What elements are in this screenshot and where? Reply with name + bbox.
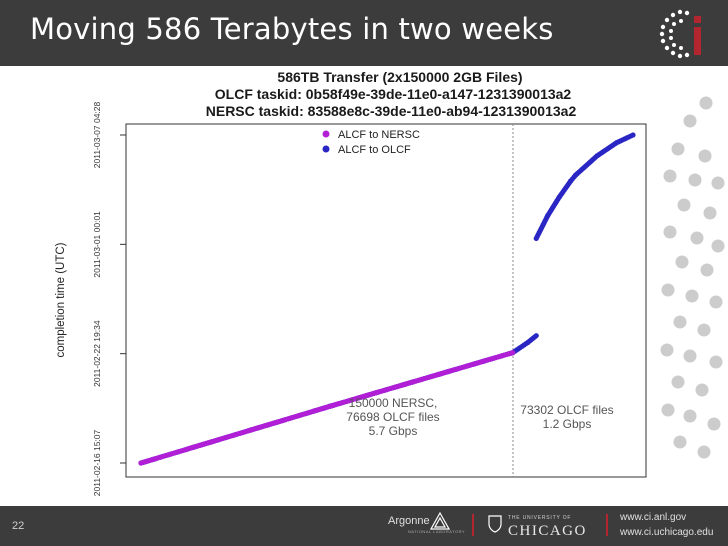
- decorative-dot: [709, 295, 723, 309]
- y-tick-label: 2011-03-07 04:28: [92, 101, 102, 168]
- decorative-dot: [697, 445, 711, 459]
- y-tick-label: 2011-03-01 00:01: [92, 211, 102, 278]
- decorative-dot: [661, 283, 675, 297]
- decorative-dot: [711, 239, 725, 253]
- annotation-left-line3: 5.7 Gbps: [369, 424, 418, 438]
- decorative-dot: [673, 435, 687, 449]
- decorative-dot: [671, 375, 685, 389]
- legend-label-nersc: ALCF to NERSC: [338, 129, 420, 141]
- data-point: [510, 350, 516, 356]
- ci-logo: [659, 9, 701, 59]
- argonne-triangle-icon: [430, 512, 450, 530]
- plot-area: 586TB Transfer (2x150000 2GB Files) OLCF…: [55, 69, 725, 496]
- decorative-dot: [690, 231, 704, 245]
- uchicago-shield-icon: [488, 515, 502, 533]
- legend: ALCF to NERSC ALCF to OLCF: [322, 129, 420, 156]
- annotation-left-line1: 150000 NERSC,: [349, 396, 438, 410]
- y-axis-label: completion time (UTC): [55, 242, 67, 357]
- decorative-dot: [709, 355, 723, 369]
- decorative-dot: [711, 176, 725, 190]
- page-number: 22: [12, 520, 25, 532]
- decorative-dot: [697, 323, 711, 337]
- decorative-dot: [699, 96, 713, 110]
- decorative-dot: [683, 114, 697, 128]
- chart-panel: 586TB Transfer (2x150000 2GB Files) OLCF…: [55, 69, 650, 496]
- decorative-dot: [677, 198, 691, 212]
- legend-label-olcf: ALCF to OLCF: [338, 144, 411, 156]
- decorative-dots: [660, 96, 725, 459]
- uchicago-url: www.ci.uchicago.edu: [620, 527, 714, 538]
- title-bar: Moving 586 Terabytes in two weeks: [0, 0, 728, 66]
- plot-frame: [125, 123, 647, 478]
- footer-bar: 22 Argonne NATIONAL LABORATORY THE UNIVE…: [0, 506, 728, 546]
- legend-marker-nersc: [322, 130, 330, 138]
- data-point: [630, 132, 636, 138]
- footer-separator: [472, 514, 474, 536]
- decorative-dot: [663, 169, 677, 183]
- decorative-dot: [675, 255, 689, 269]
- decorative-dot: [661, 403, 675, 417]
- decorative-dot: [671, 142, 685, 156]
- decorative-dot: [683, 409, 697, 423]
- decorative-dot: [703, 206, 717, 220]
- decorative-dot: [707, 417, 721, 431]
- decorative-dot: [695, 383, 709, 397]
- uchicago-logo-top: THE UNIVERSITY OF: [508, 515, 572, 521]
- legend-marker-olcf: [322, 145, 330, 153]
- y-tick-label: 2011-02-22 19:34: [92, 320, 102, 387]
- data-point: [533, 333, 539, 339]
- argonne-logo-text: Argonne: [388, 515, 430, 527]
- argonne-logo-subtext: NATIONAL LABORATORY: [408, 529, 466, 534]
- annotation-right-line1: 73302 OLCF files: [520, 403, 613, 417]
- decorative-dot: [698, 149, 712, 163]
- decorative-dot: [663, 225, 677, 239]
- footer-separator: [606, 514, 608, 536]
- anl-url: www.ci.anl.gov: [620, 512, 687, 523]
- decorative-dot: [700, 263, 714, 277]
- decorative-dot: [683, 349, 697, 363]
- slide-title: Moving 586 Terabytes in two weeks: [30, 12, 554, 46]
- decorative-dot: [673, 315, 687, 329]
- uchicago-logo-text: CHICAGO: [508, 523, 587, 539]
- decorative-dot: [660, 343, 674, 357]
- y-axis-ticks: 2011-02-16 15:07 2011-02-22 19:34 2011-03-…: [92, 101, 126, 496]
- y-tick-label: 2011-02-16 15:07: [92, 429, 102, 496]
- chart-subtitle-nersc: NERSC taskid: 83588e8c-39de-11e0-ab94-12…: [206, 103, 577, 119]
- series-layer: [138, 132, 636, 466]
- chart-subtitle-olcf: OLCF taskid: 0b58f49e-39de-11e0-a147-123…: [215, 86, 572, 102]
- decorative-dot: [688, 173, 702, 187]
- annotation-left-line2: 76698 OLCF files: [346, 410, 439, 424]
- annotation-right-line2: 1.2 Gbps: [543, 417, 592, 431]
- decorative-dot: [685, 289, 699, 303]
- chart-title: 586TB Transfer (2x150000 2GB Files): [277, 69, 522, 85]
